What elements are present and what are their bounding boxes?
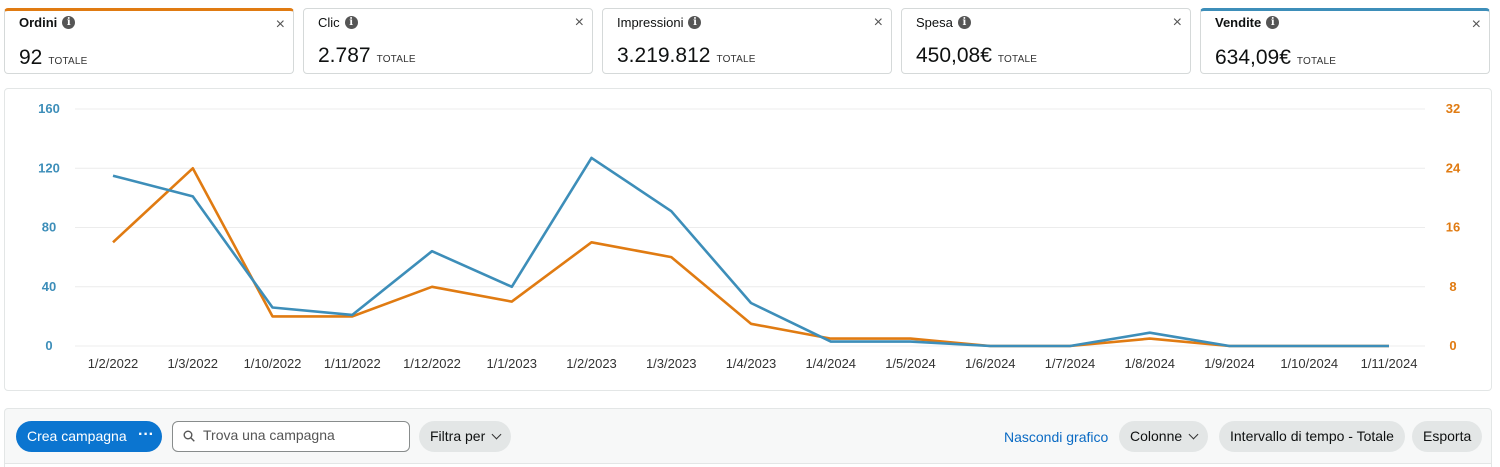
metric-value-row: 634,09€ TOTALE xyxy=(1215,46,1336,70)
x-tick-label: 1/7/2024 xyxy=(1045,356,1096,371)
metric-value-row: 2.787 TOTALE xyxy=(318,44,416,68)
search-input[interactable] xyxy=(203,427,403,443)
x-tick-label: 1/1/2023 xyxy=(486,356,537,371)
close-icon[interactable]: × xyxy=(1471,16,1481,33)
x-tick-label: 1/10/2024 xyxy=(1280,356,1338,371)
x-tick-label: 1/8/2024 xyxy=(1124,356,1175,371)
metric-title-text: Ordini xyxy=(19,15,58,30)
x-tick-label: 1/9/2024 xyxy=(1204,356,1255,371)
series-line-left xyxy=(112,156,1389,348)
y-left-tick-label: 0 xyxy=(45,338,52,353)
y-left-tick-label: 40 xyxy=(42,279,56,294)
x-tick-label: 1/6/2024 xyxy=(965,356,1016,371)
metric-cards: Ordini i × 92 TOTALE Clic i × 2.787 TOTALE Impress… xyxy=(4,8,1492,74)
time-interval-button[interactable]: Intervallo di tempo - Totale xyxy=(1219,421,1405,452)
x-tick-label: 1/11/2022 xyxy=(324,356,381,371)
metric-unit: TOTALE xyxy=(1296,56,1337,67)
x-tick-label: 1/4/2024 xyxy=(805,356,856,371)
metric-title-text: Impressioni xyxy=(617,15,684,30)
table-header-edge xyxy=(5,463,1491,467)
info-icon[interactable]: i xyxy=(62,16,76,29)
metric-card-impressioni[interactable]: Impressioni i × 3.219.812 TOTALE xyxy=(602,8,892,74)
info-icon[interactable]: i xyxy=(1266,16,1280,29)
search-icon xyxy=(183,430,195,442)
columns-button[interactable]: Colonne xyxy=(1119,421,1209,452)
metric-card-vendite[interactable]: Vendite i × 634,09€ TOTALE xyxy=(1200,8,1490,74)
export-button[interactable]: Esporta xyxy=(1412,421,1483,452)
chevron-down-icon xyxy=(491,429,502,440)
close-icon[interactable]: × xyxy=(275,16,285,33)
campaign-toolbar: Crea campagna ··· Filtra per Nascondi gr… xyxy=(4,408,1492,467)
metric-title: Vendite i xyxy=(1215,15,1280,30)
metric-title: Spesa i xyxy=(916,15,971,30)
chevron-down-icon xyxy=(1188,429,1199,440)
y-right-tick-label: 0 xyxy=(1449,338,1456,353)
y-right-tick-label: 8 xyxy=(1449,279,1456,294)
y-right-tick-label: 24 xyxy=(1446,160,1461,175)
metric-value: 2.787 xyxy=(318,44,371,67)
x-tick-label: 1/3/2023 xyxy=(646,356,697,371)
metric-title-text: Spesa xyxy=(916,15,953,30)
close-icon[interactable]: × xyxy=(873,14,883,31)
info-icon[interactable]: i xyxy=(957,16,971,29)
metric-title: Clic i xyxy=(318,15,358,30)
filter-button[interactable]: Filtra per xyxy=(419,421,512,452)
x-tick-label: 1/4/2023 xyxy=(726,356,777,371)
metric-title-text: Vendite xyxy=(1215,15,1262,30)
metric-title: Ordini i xyxy=(19,15,76,30)
time-interval-label: Intervallo di tempo - Totale xyxy=(1230,428,1394,444)
x-tick-label: 1/11/2024 xyxy=(1361,356,1418,371)
metric-value-row: 3.219.812 TOTALE xyxy=(617,44,756,68)
x-tick-label: 1/10/2022 xyxy=(244,356,302,371)
x-tick-label: 1/3/2022 xyxy=(167,356,218,371)
metric-value: 3.219.812 xyxy=(617,44,711,67)
x-tick-label: 1/2/2022 xyxy=(88,356,139,371)
y-right-tick-label: 32 xyxy=(1446,101,1460,116)
metric-title-text: Clic xyxy=(318,15,340,30)
x-tick-label: 1/5/2024 xyxy=(885,356,936,371)
metric-value: 634,09€ xyxy=(1215,46,1291,69)
create-campaign-button[interactable]: Crea campagna xyxy=(16,421,138,452)
metric-unit: TOTALE xyxy=(376,54,416,65)
metric-value-row: 92 TOTALE xyxy=(19,46,88,70)
metric-card-spesa[interactable]: Spesa i × 450,08€ TOTALE xyxy=(901,8,1191,74)
performance-chart: 160 120 80 40 0 32 24 16 8 0 1/2/2022 1/3/2022 1/10/… xyxy=(4,88,1492,391)
hide-chart-link[interactable]: Nascondi grafico xyxy=(1004,429,1109,445)
metric-title: Impressioni i xyxy=(617,15,702,30)
metric-unit: TOTALE xyxy=(997,54,1038,65)
metric-card-clic[interactable]: Clic i × 2.787 TOTALE xyxy=(303,8,593,74)
x-tick-label: 1/12/2022 xyxy=(403,356,461,371)
series-line-right xyxy=(112,167,1389,348)
metric-value: 92 xyxy=(19,46,43,69)
y-right-tick-label: 16 xyxy=(1446,220,1460,235)
metric-card-ordini[interactable]: Ordini i × 92 TOTALE xyxy=(4,8,294,74)
close-icon[interactable]: × xyxy=(574,14,584,31)
metric-unit: TOTALE xyxy=(716,54,756,65)
info-icon[interactable]: i xyxy=(344,16,358,29)
y-left-tick-label: 120 xyxy=(38,160,60,175)
metric-value-row: 450,08€ TOTALE xyxy=(916,44,1037,68)
more-icon: ··· xyxy=(138,426,154,443)
info-icon[interactable]: i xyxy=(688,16,702,29)
close-icon[interactable]: × xyxy=(1172,14,1182,31)
y-left-tick-label: 160 xyxy=(38,101,60,116)
filter-label: Filtra per xyxy=(430,428,486,444)
y-left-tick-label: 80 xyxy=(42,220,56,235)
more-options-button[interactable]: ··· xyxy=(130,421,162,452)
columns-label: Colonne xyxy=(1130,428,1183,444)
metric-unit: TOTALE xyxy=(48,56,88,67)
campaign-search[interactable] xyxy=(172,421,410,452)
export-label: Esporta xyxy=(1423,428,1472,444)
x-tick-label: 1/2/2023 xyxy=(566,356,617,371)
metric-value: 450,08€ xyxy=(916,44,992,67)
